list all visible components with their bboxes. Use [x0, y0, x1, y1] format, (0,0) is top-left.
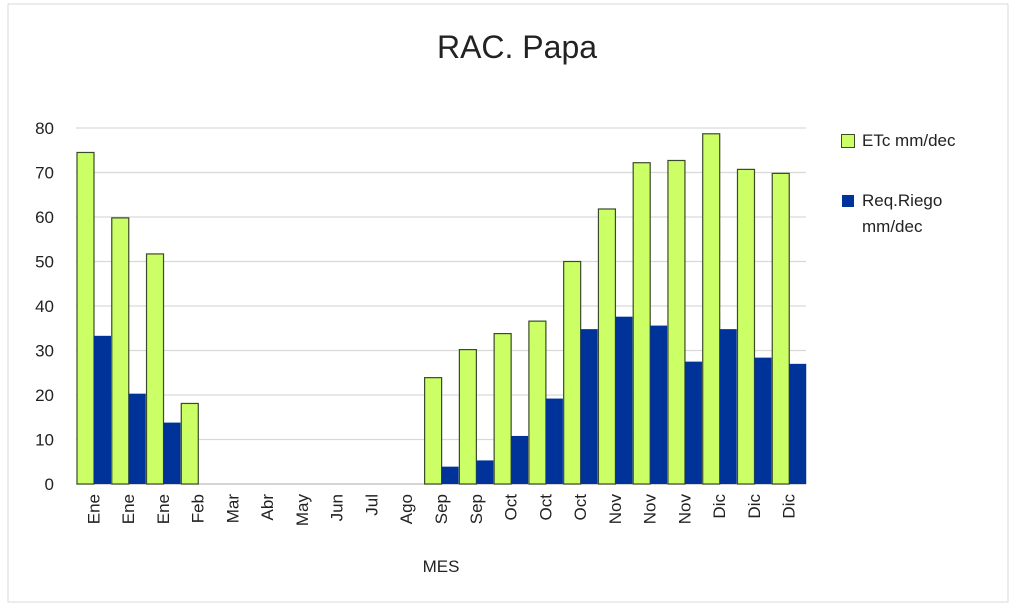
x-tick-label: Mar	[223, 494, 242, 524]
y-tick-label: 80	[35, 119, 54, 138]
bar	[511, 435, 529, 484]
legend-entry: Req.Riego mm/dec	[842, 188, 1002, 240]
bar	[615, 316, 633, 484]
bar	[458, 349, 477, 485]
legend-swatch	[841, 134, 855, 148]
bar	[76, 151, 95, 485]
y-tick-label: 20	[35, 386, 54, 405]
x-tick-label: Ene	[154, 494, 173, 524]
x-tick-label: Nov	[606, 494, 625, 525]
y-tick-label: 50	[35, 253, 54, 272]
x-tick-label: Ago	[397, 494, 416, 524]
bar	[563, 260, 582, 485]
bar	[597, 208, 617, 485]
x-tick-label: Jun	[328, 494, 347, 521]
bar	[789, 363, 807, 484]
x-tick-label: Dic	[710, 494, 729, 519]
y-tick-label: 40	[35, 297, 54, 316]
bar	[754, 357, 772, 484]
bar	[632, 162, 651, 485]
bar	[476, 460, 494, 484]
bar	[441, 466, 459, 484]
legend-swatch	[842, 195, 854, 207]
legend-label: Req.Riego mm/dec	[862, 191, 943, 236]
y-tick-label: 0	[45, 475, 54, 494]
bar	[128, 393, 146, 484]
legend-entry: ETc mm/dec	[841, 128, 1002, 154]
x-tick-label: Jul	[362, 494, 381, 516]
x-tick-label: Sep	[467, 494, 486, 524]
x-tick-label: Dic	[745, 494, 764, 519]
bar	[528, 320, 547, 485]
bar	[650, 325, 668, 484]
y-tick-label: 30	[35, 342, 54, 361]
x-tick-label: Feb	[189, 494, 208, 523]
x-tick-label: Abr	[258, 494, 277, 521]
chart-border	[7, 3, 1009, 603]
bar	[580, 329, 598, 484]
bar	[111, 217, 130, 485]
x-tick-label: Oct	[502, 494, 521, 521]
x-tick-label: Ene	[84, 494, 103, 524]
x-tick-label: Nov	[641, 494, 660, 525]
x-axis-title: MES	[423, 557, 460, 576]
x-tick-label: May	[293, 494, 312, 527]
y-tick-label: 10	[35, 431, 54, 450]
bar	[667, 159, 686, 485]
x-tick-label: Oct	[571, 494, 590, 521]
legend-label: ETc mm/dec	[862, 131, 956, 150]
bar	[493, 332, 512, 485]
bar	[424, 377, 443, 485]
x-tick-label: Oct	[536, 494, 555, 521]
x-tick-label: Nov	[675, 494, 694, 525]
bar	[719, 329, 737, 484]
chart-title: RAC. Papa	[437, 29, 597, 65]
bar	[702, 133, 721, 485]
bar	[163, 422, 181, 484]
y-tick-label: 60	[35, 208, 54, 227]
bar	[771, 172, 790, 485]
y-tick-label: 70	[35, 164, 54, 183]
bar	[545, 398, 563, 484]
bar	[180, 402, 199, 485]
bar	[684, 361, 702, 484]
bar	[145, 253, 165, 485]
x-tick-label: Sep	[432, 494, 451, 524]
x-tick-label: Ene	[119, 494, 138, 524]
x-tick-label: Dic	[780, 494, 799, 519]
bar	[736, 168, 756, 485]
bar	[94, 335, 111, 484]
